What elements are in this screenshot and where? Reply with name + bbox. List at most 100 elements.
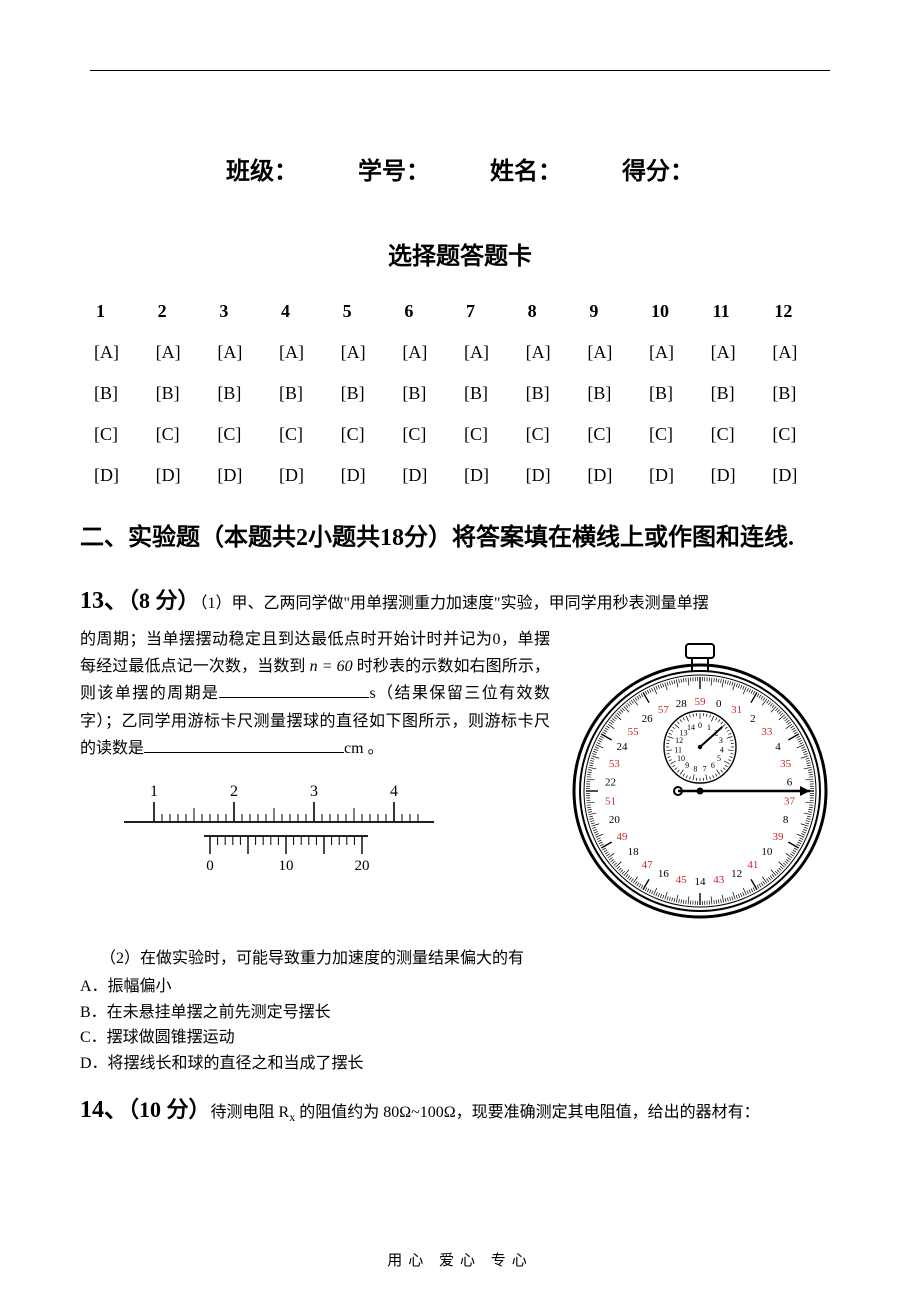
answer-bubble[interactable]: [B] <box>213 383 275 404</box>
svg-text:4: 4 <box>775 741 781 753</box>
q13-opt-d: D．将摆线长和球的直径之和当成了摆长 <box>80 1051 840 1077</box>
answer-bubble[interactable]: [C] <box>645 424 707 445</box>
answer-bubble[interactable]: [D] <box>152 465 214 486</box>
question-number: 9 <box>583 301 645 322</box>
answer-bubble[interactable]: [B] <box>645 383 707 404</box>
question-number: 1 <box>90 301 152 322</box>
q13-unit2: cm 。 <box>344 740 384 757</box>
answer-bubble[interactable]: [D] <box>707 465 769 486</box>
q14-body-a: 待测电阻 R <box>211 1104 290 1121</box>
answer-bubble[interactable]: [D] <box>398 465 460 486</box>
section2-title: 二、实验题（本题共2小题共18分）将答案填在横线上或作图和连线. <box>80 516 840 562</box>
answer-bubble[interactable]: [D] <box>583 465 645 486</box>
id-label: 学号： <box>358 151 430 186</box>
answer-bubble[interactable]: [A] <box>152 342 214 363</box>
svg-text:12: 12 <box>731 868 742 880</box>
svg-text:12: 12 <box>675 736 683 745</box>
answer-card-title: 选择题答题卡 <box>80 236 840 271</box>
svg-text:6: 6 <box>711 761 715 770</box>
answer-bubble[interactable]: [C] <box>152 424 214 445</box>
answer-bubble[interactable]: [B] <box>275 383 337 404</box>
q14-number: 14、 <box>80 1097 128 1123</box>
answer-bubble[interactable]: [C] <box>768 424 830 445</box>
answer-bubble[interactable]: [A] <box>522 342 584 363</box>
answer-bubble[interactable]: [A] <box>213 342 275 363</box>
class-label: 班级： <box>226 151 298 186</box>
q13-p1-lead: （1）甲、乙两同学做"用单摆测重力加速度"实验，甲同学用秒表测量单摆 <box>200 595 709 612</box>
answer-bubble[interactable]: [C] <box>707 424 769 445</box>
answer-bubble[interactable]: [D] <box>90 465 152 486</box>
q13-opt-b: B．在未悬挂单摆之前先测定号摆长 <box>80 1000 840 1026</box>
answer-bubble[interactable]: [D] <box>645 465 707 486</box>
answer-bubble[interactable]: [C] <box>522 424 584 445</box>
answer-bubble[interactable]: [D] <box>460 465 522 486</box>
svg-text:8: 8 <box>693 765 697 774</box>
svg-text:35: 35 <box>780 758 792 770</box>
q14-body-b: 的阻值约为 80Ω~100Ω，现要准确测定其电阻值，给出的器材有： <box>295 1104 759 1121</box>
svg-text:49: 49 <box>617 831 629 843</box>
question-number: 6 <box>398 301 460 322</box>
stopwatch-figure: 5903123343563783910411243144516471849205… <box>560 626 840 926</box>
answer-bubble[interactable]: [B] <box>707 383 769 404</box>
answer-bubble[interactable]: [C] <box>337 424 399 445</box>
svg-text:33: 33 <box>761 726 773 738</box>
svg-text:57: 57 <box>658 704 670 716</box>
svg-text:3: 3 <box>719 736 723 745</box>
blank-period[interactable] <box>219 681 369 698</box>
answer-bubble[interactable]: [C] <box>275 424 337 445</box>
q14: 14、（10 分）待测电阻 Rx 的阻值约为 80Ω~100Ω，现要准确测定其电… <box>80 1090 840 1131</box>
answer-bubble[interactable]: [D] <box>213 465 275 486</box>
svg-text:43: 43 <box>713 874 725 886</box>
name-label: 姓名： <box>490 151 562 186</box>
answer-bubble[interactable]: [A] <box>460 342 522 363</box>
svg-text:14: 14 <box>687 723 695 732</box>
question-number: 12 <box>768 301 830 322</box>
answer-bubble[interactable]: [B] <box>522 383 584 404</box>
answer-bubble[interactable]: [C] <box>460 424 522 445</box>
svg-text:59: 59 <box>695 696 707 708</box>
svg-text:22: 22 <box>605 777 616 789</box>
answer-bubble[interactable]: [D] <box>337 465 399 486</box>
answer-bubble[interactable]: [C] <box>213 424 275 445</box>
svg-text:31: 31 <box>731 704 742 716</box>
answer-bubble[interactable]: [A] <box>583 342 645 363</box>
answer-bubble[interactable]: [C] <box>398 424 460 445</box>
answer-bubble[interactable]: [A] <box>337 342 399 363</box>
answer-bubble[interactable]: [C] <box>583 424 645 445</box>
q13-var-n: n = 60 <box>310 658 353 675</box>
answer-bubble[interactable]: [B] <box>398 383 460 404</box>
question-number: 11 <box>707 301 769 322</box>
svg-text:0: 0 <box>698 721 702 730</box>
q13-p2: （2）在做实验时，可能导致重力加速度的测量结果偏大的有 <box>100 944 840 968</box>
answer-bubble[interactable]: [B] <box>337 383 399 404</box>
q13-text: 的周期；当单摆摆动稳定且到达最低点时开始计时并记为0，单摆每经过最低点记一次数，… <box>80 626 550 886</box>
answer-bubble[interactable]: [B] <box>768 383 830 404</box>
answer-bubble[interactable]: [B] <box>460 383 522 404</box>
answer-bubble[interactable]: [A] <box>768 342 830 363</box>
answer-bubble[interactable]: [D] <box>275 465 337 486</box>
svg-text:1: 1 <box>707 723 711 732</box>
answer-bubble[interactable]: [C] <box>90 424 152 445</box>
svg-text:51: 51 <box>605 795 616 807</box>
svg-text:14: 14 <box>695 876 707 888</box>
svg-text:4: 4 <box>390 783 398 800</box>
answer-bubble[interactable]: [B] <box>583 383 645 404</box>
answer-bubble[interactable]: [B] <box>90 383 152 404</box>
svg-text:37: 37 <box>784 795 796 807</box>
answer-bubble[interactable]: [B] <box>152 383 214 404</box>
answer-bubble[interactable]: [A] <box>645 342 707 363</box>
svg-text:39: 39 <box>772 831 784 843</box>
question-number: 5 <box>337 301 399 322</box>
answer-bubble[interactable]: [A] <box>90 342 152 363</box>
answer-bubble[interactable]: [D] <box>522 465 584 486</box>
svg-text:20: 20 <box>355 858 370 874</box>
svg-text:2: 2 <box>230 783 238 800</box>
svg-text:47: 47 <box>642 859 654 871</box>
answer-bubble[interactable]: [D] <box>768 465 830 486</box>
svg-text:45: 45 <box>676 874 688 886</box>
blank-diameter[interactable] <box>144 736 344 753</box>
svg-text:8: 8 <box>783 814 789 826</box>
answer-bubble[interactable]: [A] <box>275 342 337 363</box>
answer-bubble[interactable]: [A] <box>398 342 460 363</box>
answer-bubble[interactable]: [A] <box>707 342 769 363</box>
